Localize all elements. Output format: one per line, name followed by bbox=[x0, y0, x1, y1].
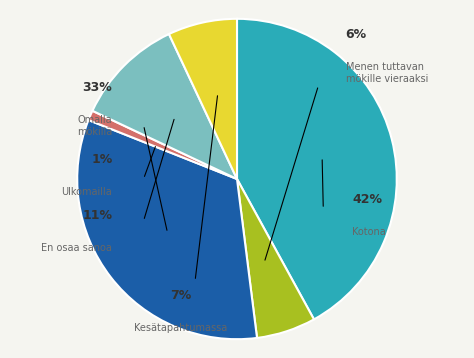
Text: 11%: 11% bbox=[82, 209, 112, 222]
Wedge shape bbox=[89, 111, 237, 179]
Wedge shape bbox=[237, 179, 314, 338]
Wedge shape bbox=[169, 19, 237, 179]
Wedge shape bbox=[92, 34, 237, 179]
Text: 1%: 1% bbox=[91, 153, 112, 166]
Wedge shape bbox=[237, 19, 397, 319]
Text: Menen tuttavan
mökille vieraaksi: Menen tuttavan mökille vieraaksi bbox=[346, 62, 428, 84]
Wedge shape bbox=[77, 120, 257, 339]
Text: 6%: 6% bbox=[346, 28, 367, 41]
Text: Omalla
mökillä: Omalla mökillä bbox=[77, 115, 112, 136]
Text: 42%: 42% bbox=[352, 193, 382, 206]
Text: 33%: 33% bbox=[82, 81, 112, 94]
Text: 7%: 7% bbox=[171, 289, 191, 303]
Text: Ulkomailla: Ulkomailla bbox=[62, 187, 112, 197]
Text: Kesätapahtumassa: Kesätapahtumassa bbox=[135, 323, 228, 333]
Text: Kotona: Kotona bbox=[352, 227, 386, 237]
Text: En osaa sanoa: En osaa sanoa bbox=[42, 243, 112, 253]
